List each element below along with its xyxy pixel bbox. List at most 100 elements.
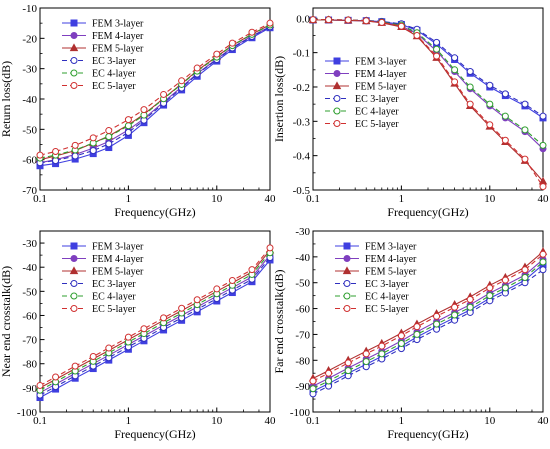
y-tick-label: -40 bbox=[22, 262, 37, 274]
data-point bbox=[486, 292, 494, 300]
x-axis-title: Frequency(GHz) bbox=[114, 427, 195, 441]
legend-item: EC 5-layer bbox=[335, 304, 409, 315]
data-point bbox=[52, 373, 60, 381]
series-ec-5-layer bbox=[309, 250, 547, 385]
data-point bbox=[160, 90, 168, 98]
data-point bbox=[501, 112, 509, 120]
data-point bbox=[105, 133, 113, 141]
data-point bbox=[124, 116, 132, 124]
data-point bbox=[71, 152, 79, 160]
y-tick-label: -60 bbox=[22, 155, 37, 167]
legend-item: FEM 3-layer bbox=[325, 57, 407, 68]
data-point bbox=[466, 83, 474, 91]
data-point bbox=[433, 38, 441, 46]
y-tick-label: -60 bbox=[295, 304, 310, 316]
legend-marker bbox=[70, 242, 78, 250]
data-point bbox=[248, 266, 256, 274]
data-point bbox=[486, 100, 494, 108]
y-tick-label: -100 bbox=[290, 407, 311, 419]
data-point bbox=[539, 141, 547, 149]
y-tick-label: -0.4 bbox=[293, 151, 311, 163]
legend-item: FEM 3-layer bbox=[62, 19, 144, 30]
data-point bbox=[105, 344, 113, 352]
y-tick-label: -0.1 bbox=[293, 48, 310, 60]
data-point bbox=[160, 314, 168, 322]
legend-marker bbox=[343, 255, 351, 262]
data-point bbox=[378, 18, 386, 26]
plot-frame bbox=[39, 230, 271, 413]
legend-item: EC 4-layer bbox=[62, 292, 136, 303]
y-axis-title: Near end crosstalk(dB) bbox=[0, 266, 13, 377]
legend-item: FEM 5-layer bbox=[325, 81, 407, 93]
data-point bbox=[521, 274, 529, 282]
x-axis-title: Frequency(GHz) bbox=[114, 205, 195, 219]
panel-far-end-crosstalk: 0.1 1 10 40 -100 -90 -80 -70 -60 -50 -40 -30 Frequen… bbox=[272, 226, 549, 441]
data-point bbox=[501, 90, 509, 98]
legend-label: EC 4-layer bbox=[92, 292, 136, 303]
legend-item: EC 3-layer bbox=[335, 279, 409, 290]
series-ec-3-layer bbox=[309, 266, 547, 398]
y-tick-label: -70 bbox=[295, 329, 310, 341]
data-point bbox=[539, 112, 547, 120]
data-point bbox=[105, 140, 113, 148]
legend-label: FEM 5-layer bbox=[365, 267, 417, 278]
legend-item: EC 3-layer bbox=[325, 94, 399, 105]
panel-return-loss: 0.1 1 10 40 -70 -60 -50 -40 -30 -20 -10 Frequency(G… bbox=[0, 3, 276, 219]
data-point bbox=[486, 121, 494, 129]
data-point bbox=[451, 78, 459, 86]
data-point bbox=[521, 155, 529, 163]
data-point bbox=[140, 106, 148, 114]
data-point bbox=[309, 16, 317, 24]
legend-marker bbox=[70, 32, 78, 39]
data-point bbox=[451, 66, 459, 74]
data-point bbox=[140, 325, 148, 333]
legend-label: EC 3-layer bbox=[355, 94, 399, 105]
y-tick-label: -30 bbox=[22, 64, 37, 76]
x-tick-label: 10 bbox=[211, 415, 223, 427]
x-tick-label: 10 bbox=[484, 415, 496, 427]
x-tick-label: 40 bbox=[265, 415, 277, 427]
legend-label: FEM 3-layer bbox=[365, 242, 417, 253]
data-point bbox=[397, 22, 405, 30]
data-point bbox=[266, 244, 274, 252]
legend-item: EC 4-layer bbox=[335, 292, 409, 303]
legend-item: FEM 4-layer bbox=[335, 254, 417, 265]
data-point bbox=[451, 54, 459, 62]
legend-item: FEM 5-layer bbox=[335, 266, 417, 278]
legend-marker bbox=[333, 70, 341, 77]
y-tick-label: -0.2 bbox=[293, 82, 310, 94]
data-point bbox=[413, 323, 421, 331]
data-point bbox=[213, 285, 221, 293]
data-point bbox=[466, 296, 474, 304]
x-tick-label: 1 bbox=[399, 415, 405, 427]
data-point bbox=[89, 352, 97, 360]
legend-label: FEM 5-layer bbox=[92, 44, 144, 55]
legend-label: EC 4-layer bbox=[355, 107, 399, 118]
y-tick-label: -50 bbox=[295, 278, 310, 290]
legend-marker bbox=[70, 82, 78, 89]
data-point bbox=[466, 68, 474, 76]
legend-item: EC 4-layer bbox=[62, 69, 136, 80]
legend-item: FEM 3-layer bbox=[335, 242, 417, 253]
legend-item: FEM 4-layer bbox=[325, 69, 407, 80]
y-tick-label: -60 bbox=[22, 310, 37, 322]
panel-near-end-crosstalk: 0.1 1 10 40 -100 -90 -80 -70 -60 -50 -40 -30 Frequen… bbox=[0, 230, 277, 441]
data-point bbox=[486, 284, 494, 292]
data-point bbox=[36, 151, 44, 159]
x-tick-label: 1 bbox=[399, 193, 405, 205]
data-point bbox=[228, 276, 236, 284]
y-tick-label: -80 bbox=[22, 359, 37, 371]
data-point bbox=[413, 330, 421, 338]
data-point bbox=[71, 362, 79, 370]
data-point bbox=[52, 147, 60, 155]
y-axis-title: Insertion loss(dB) bbox=[272, 56, 286, 142]
data-point bbox=[539, 183, 547, 191]
y-axis-title: Return loss(dB) bbox=[0, 61, 13, 137]
data-point bbox=[501, 276, 509, 284]
data-point bbox=[89, 134, 97, 142]
y-tick-label: -10 bbox=[22, 3, 37, 15]
legend-marker bbox=[343, 280, 351, 287]
data-point bbox=[539, 266, 547, 274]
y-tick-label: -0.5 bbox=[293, 185, 311, 197]
